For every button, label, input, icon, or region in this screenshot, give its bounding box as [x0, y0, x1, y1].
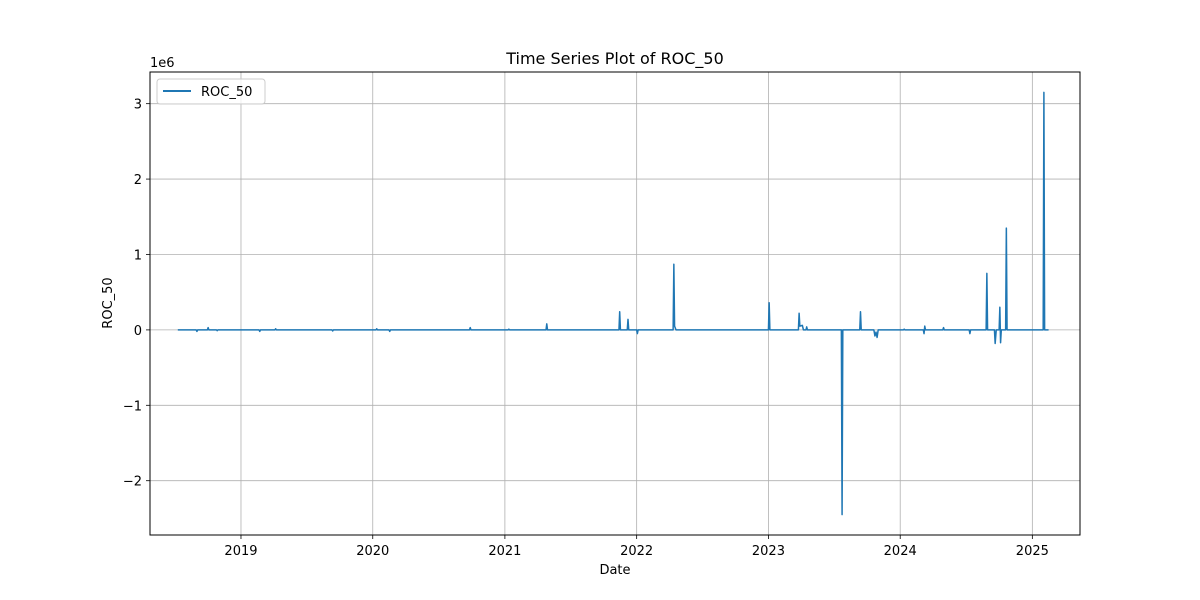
y-tick-label: 0 — [134, 324, 142, 339]
x-tick-label: 2021 — [488, 544, 521, 559]
x-tick-label: 2023 — [752, 544, 785, 559]
x-tick-label: 2020 — [356, 544, 389, 559]
y-axis-ticks: 3 2 1 0 −1 −2 — [123, 98, 150, 490]
legend: ROC_50 — [156, 78, 266, 105]
roc-50-series-line — [177, 91, 1049, 516]
x-tick-label: 2024 — [884, 544, 917, 559]
x-tick-label: 2019 — [224, 544, 257, 559]
axes-frame — [149, 71, 1081, 536]
y-tick-label: −1 — [123, 399, 142, 414]
x-tick-label: 2025 — [1016, 544, 1049, 559]
chart-title: Time Series Plot of ROC_50 — [505, 49, 724, 69]
y-offset-label: 1e6 — [150, 56, 175, 71]
x-tick-label: 2022 — [620, 544, 653, 559]
x-axis-ticks: 2019 2020 2021 2022 2023 2024 2025 — [224, 535, 1049, 559]
y-tick-label: −2 — [123, 475, 142, 490]
y-tick-label: 1 — [134, 248, 142, 263]
x-axis-label: Date — [599, 563, 630, 578]
y-tick-label: 3 — [134, 98, 142, 113]
legend-box — [156, 78, 266, 105]
y-tick-label: 2 — [134, 173, 142, 188]
y-axis-label: ROC_50 — [101, 277, 116, 328]
legend-label: ROC_50 — [201, 85, 252, 100]
